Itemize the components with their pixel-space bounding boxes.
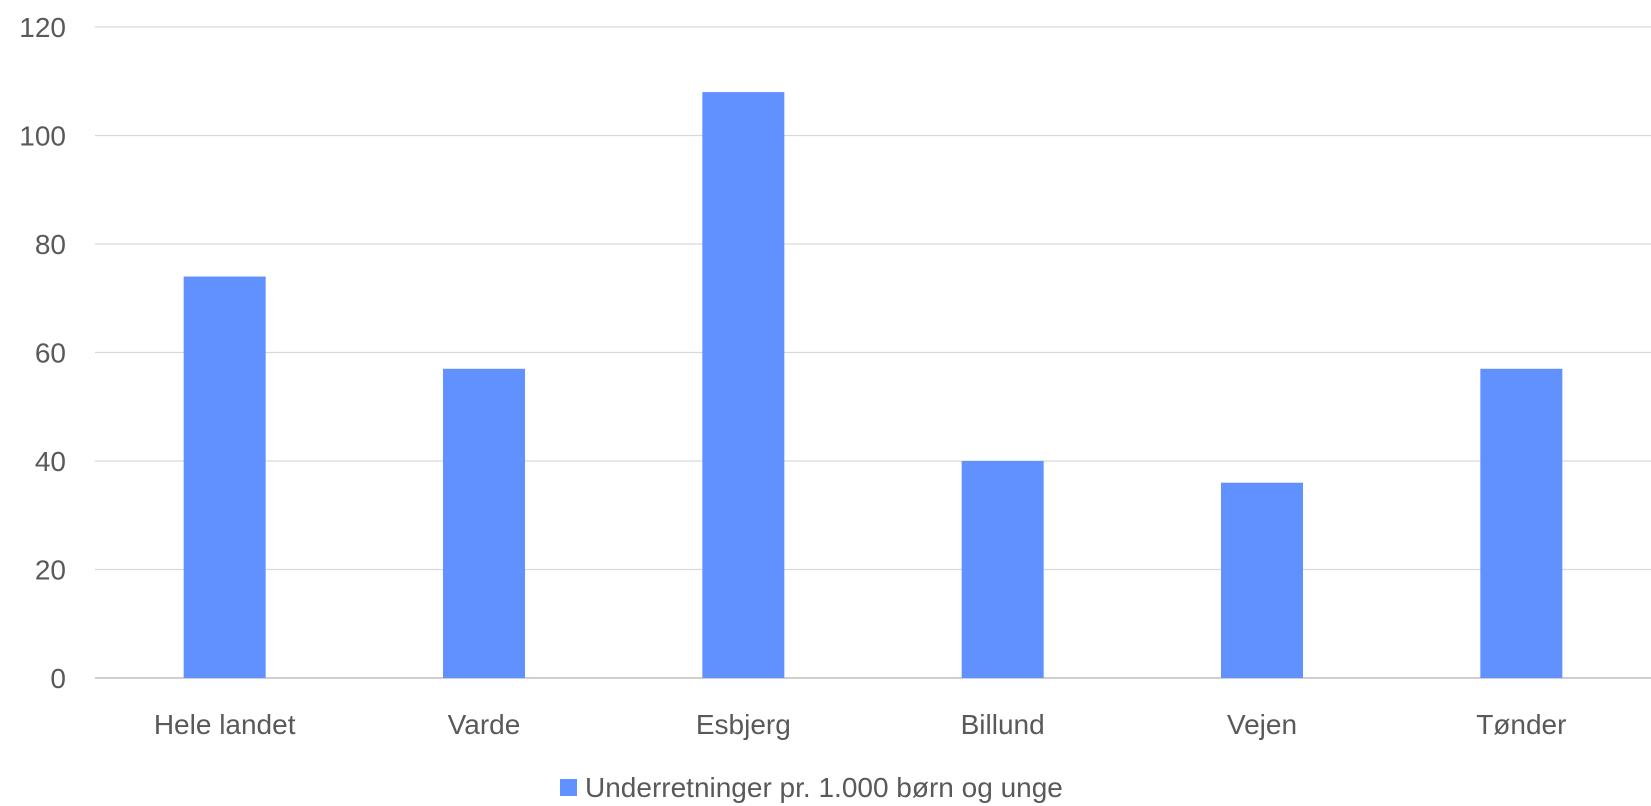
legend-swatch [560, 779, 577, 796]
bar-vejen [1221, 482, 1303, 678]
bar-billund [961, 461, 1044, 678]
y-axis-tick-labels: 0 20 40 60 80 100 120 [19, 12, 66, 694]
bar-esbjerg [702, 92, 785, 679]
y-tick-label: 40 [35, 446, 66, 477]
x-category-label: Vejen [1227, 709, 1297, 740]
y-tick-label: 20 [35, 555, 66, 586]
x-category-label: Billund [961, 709, 1045, 740]
bar-varde [443, 368, 525, 678]
x-category-label: Varde [448, 709, 521, 740]
y-tick-label: 0 [50, 663, 66, 694]
x-category-label: Hele landet [154, 709, 296, 740]
y-tick-label: 80 [35, 229, 66, 260]
y-tick-label: 60 [35, 338, 66, 369]
y-tick-label: 120 [19, 12, 66, 43]
legend: Underretninger pr. 1.000 børn og unge [560, 772, 1063, 803]
bars [183, 92, 1563, 679]
x-axis-category-labels: Hele landet Varde Esbjerg Billund Vejen Tønde… [154, 709, 1567, 740]
bar-hele-landet [183, 276, 266, 678]
legend-label: Underretninger pr. 1.000 børn og unge [585, 772, 1063, 803]
gridlines [95, 26, 1651, 679]
y-tick-label: 100 [19, 121, 66, 152]
x-category-label: Esbjerg [696, 709, 791, 740]
bar-tønder [1480, 368, 1563, 678]
x-category-label: Tønder [1476, 709, 1566, 740]
